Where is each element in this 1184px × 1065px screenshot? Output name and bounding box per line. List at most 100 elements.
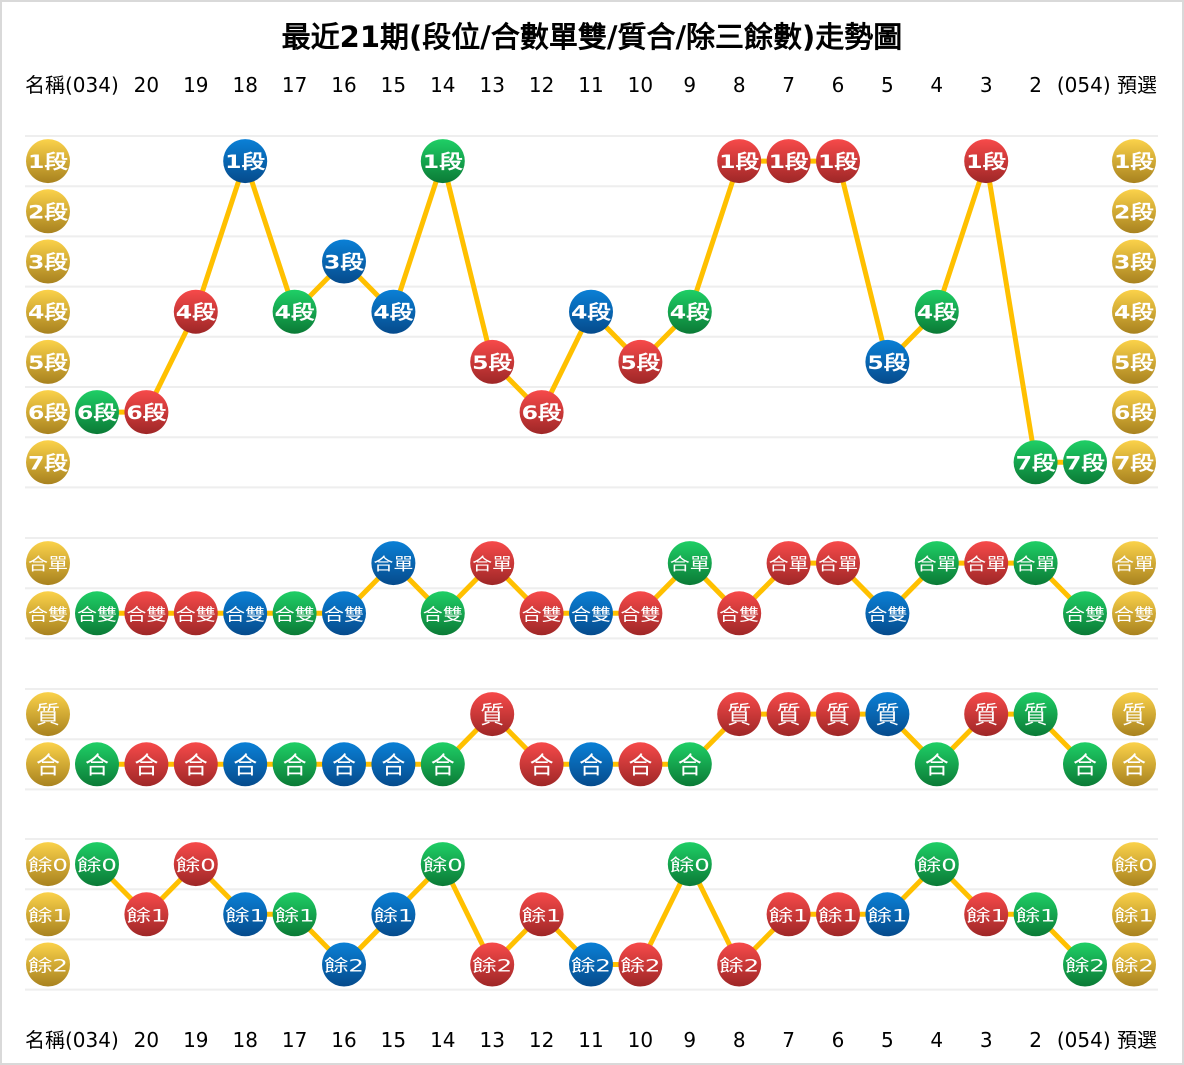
svg-text:4段: 4段 (176, 301, 217, 324)
data-ball: 5段 (470, 339, 515, 384)
data-ball: 合 (75, 742, 119, 787)
svg-text:合單: 合單 (28, 555, 68, 575)
data-ball: 合 (618, 742, 663, 787)
svg-text:合雙: 合雙 (423, 605, 463, 625)
data-ball: 1段 (717, 139, 762, 184)
svg-text:合: 合 (332, 751, 356, 779)
svg-text:合: 合 (530, 751, 554, 779)
data-ball: 合 (322, 742, 366, 787)
svg-text:餘2: 餘2 (1065, 957, 1105, 977)
period-label: 14 (430, 73, 455, 97)
svg-text:4段: 4段 (571, 301, 612, 324)
svg-text:餘0: 餘0 (917, 856, 957, 876)
svg-text:餘0: 餘0 (176, 856, 216, 876)
data-ball: 餘2 (470, 942, 515, 987)
svg-text:4段: 4段 (373, 301, 414, 324)
period-label: 2 (1029, 73, 1042, 97)
svg-text:1段: 1段 (1114, 150, 1155, 173)
svg-text:合雙: 合雙 (867, 605, 907, 625)
data-ball: 5段 (865, 339, 910, 384)
row-label-ball: 質 (26, 692, 70, 737)
data-ball: 1段 (420, 139, 465, 184)
preselect-ball: 合 (1112, 742, 1156, 787)
svg-text:4段: 4段 (1114, 301, 1155, 324)
svg-text:7段: 7段 (28, 451, 69, 474)
row-label-ball: 合 (26, 742, 70, 787)
svg-text:合雙: 合雙 (77, 605, 117, 625)
period-label: 4 (930, 73, 943, 97)
data-ball: 6段 (75, 390, 119, 435)
data-ball: 餘0 (420, 842, 465, 887)
data-ball: 餘1 (1013, 892, 1058, 937)
svg-text:合雙: 合雙 (28, 605, 68, 625)
data-ball: 合單 (371, 541, 416, 586)
data-ball: 7段 (1013, 440, 1058, 485)
svg-text:合: 合 (678, 751, 702, 779)
svg-text:4段: 4段 (275, 301, 316, 324)
period-label: 11 (578, 1028, 603, 1052)
svg-text:餘1: 餘1 (522, 906, 562, 926)
chart-title: 最近21期(段位/合數單雙/質合/除三餘數)走勢圖 (282, 20, 903, 54)
svg-text:1段: 1段 (818, 150, 859, 173)
svg-text:質: 質 (875, 701, 899, 729)
period-label: 15 (381, 1028, 406, 1052)
svg-text:1段: 1段 (966, 150, 1007, 173)
row-label-ball: 5段 (26, 339, 70, 384)
svg-text:餘1: 餘1 (769, 906, 809, 926)
period-label: 10 (628, 1028, 653, 1052)
svg-text:合雙: 合雙 (522, 605, 562, 625)
svg-text:5段: 5段 (28, 351, 69, 374)
period-label: 6 (832, 73, 845, 97)
data-ball: 餘0 (173, 842, 218, 887)
svg-text:6段: 6段 (522, 401, 563, 424)
svg-text:合單: 合單 (1114, 555, 1154, 575)
data-ball: 餘1 (816, 892, 860, 937)
svg-text:7段: 7段 (1065, 451, 1106, 474)
data-ball: 餘2 (569, 942, 613, 987)
data-ball: 合雙 (124, 591, 169, 636)
svg-text:合雙: 合雙 (1114, 605, 1154, 625)
svg-text:質: 質 (777, 701, 801, 729)
svg-text:餘2: 餘2 (472, 957, 512, 977)
data-ball: 合單 (766, 541, 811, 586)
period-label: 3 (980, 1028, 993, 1052)
data-ball: 1段 (766, 139, 811, 184)
svg-text:合單: 合單 (966, 555, 1006, 575)
svg-text:餘2: 餘2 (324, 957, 364, 977)
svg-text:1段: 1段 (28, 150, 69, 173)
svg-text:合雙: 合雙 (126, 605, 166, 625)
preselect-ball: 合單 (1112, 541, 1156, 586)
svg-text:1段: 1段 (423, 150, 464, 173)
svg-text:3段: 3段 (324, 251, 365, 274)
svg-text:餘0: 餘0 (670, 856, 710, 876)
svg-text:餘0: 餘0 (1114, 856, 1154, 876)
svg-text:餘2: 餘2 (719, 957, 759, 977)
period-label: 13 (479, 73, 504, 97)
data-ball: 合單 (914, 541, 959, 586)
header-left: 名稱(034) (25, 73, 119, 97)
svg-text:質: 質 (727, 701, 751, 729)
preselect-ball: 2段 (1112, 189, 1156, 234)
period-label: 9 (683, 73, 696, 97)
svg-text:餘2: 餘2 (28, 957, 68, 977)
svg-text:合雙: 合雙 (275, 605, 315, 625)
data-ball: 合 (1063, 742, 1107, 787)
svg-text:餘1: 餘1 (275, 906, 315, 926)
svg-text:4段: 4段 (670, 301, 711, 324)
svg-text:餘0: 餘0 (77, 856, 117, 876)
data-ball: 合雙 (717, 591, 762, 636)
data-ball: 合單 (964, 541, 1009, 586)
data-ball: 餘2 (618, 942, 663, 987)
svg-text:合雙: 合雙 (225, 605, 265, 625)
data-ball: 合單 (1013, 541, 1058, 586)
svg-text:合: 合 (233, 751, 257, 779)
svg-text:4段: 4段 (28, 301, 69, 324)
svg-text:合: 合 (283, 751, 307, 779)
data-ball: 餘0 (914, 842, 959, 887)
row-label-ball: 餘2 (26, 942, 70, 987)
svg-text:合: 合 (1073, 751, 1097, 779)
svg-text:質: 質 (36, 701, 60, 729)
row-label-ball: 7段 (26, 440, 70, 485)
data-ball: 餘1 (766, 892, 811, 937)
row-label-ball: 4段 (26, 289, 70, 334)
